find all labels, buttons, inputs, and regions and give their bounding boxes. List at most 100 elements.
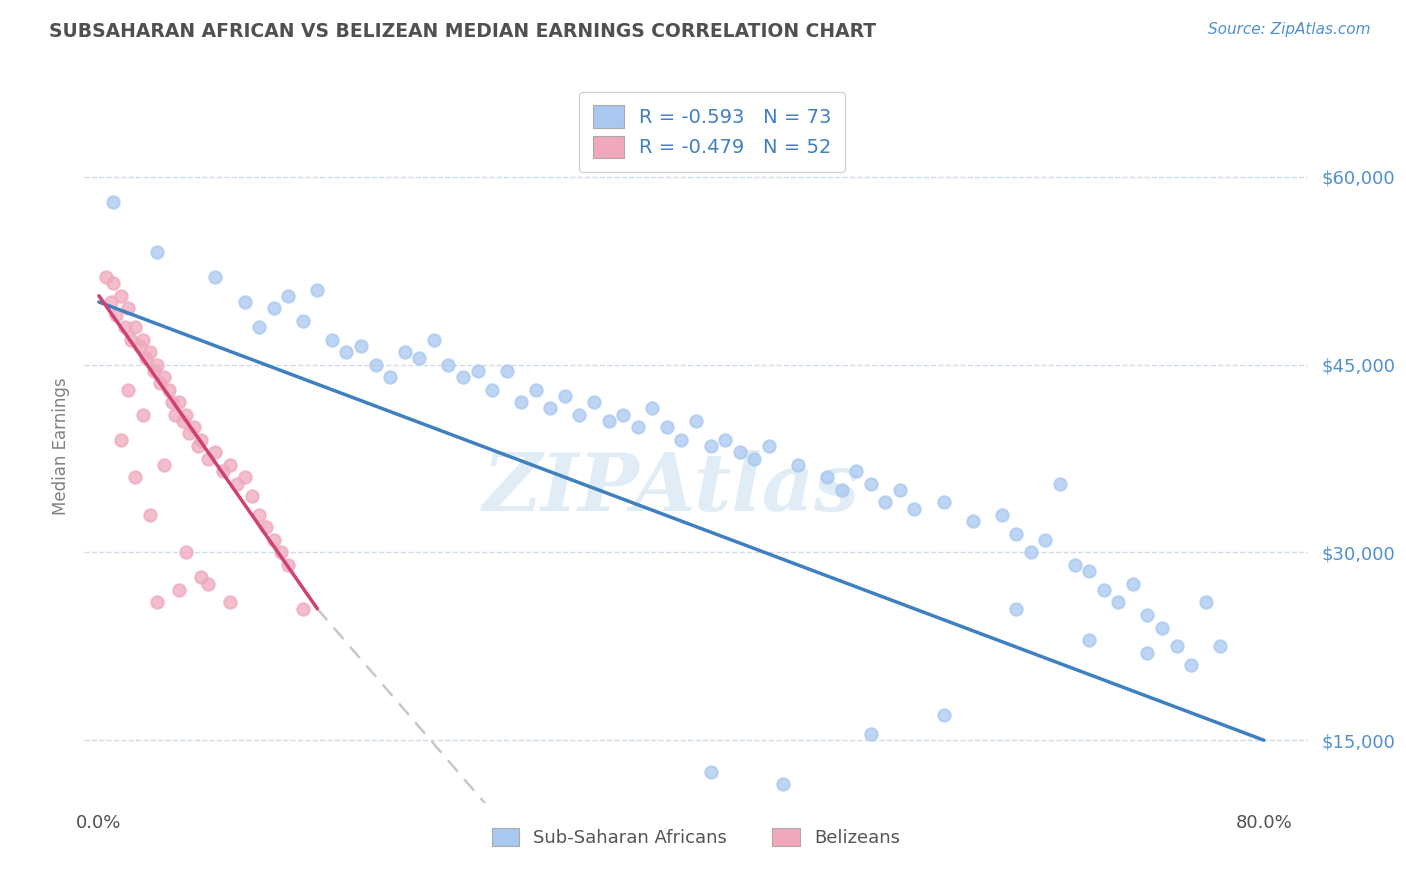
Point — [128, 339, 150, 353]
Point — [962, 514, 984, 528]
Point — [179, 426, 201, 441]
Point — [103, 194, 125, 209]
Point — [728, 445, 751, 459]
Point — [394, 345, 416, 359]
Point — [699, 764, 721, 779]
Point — [277, 558, 299, 572]
Point — [875, 495, 897, 509]
Point — [991, 508, 1014, 522]
Point — [889, 483, 911, 497]
Point — [163, 408, 186, 422]
Point — [380, 370, 402, 384]
Point — [146, 595, 169, 609]
Point — [233, 470, 256, 484]
Point — [270, 545, 292, 559]
Point — [1092, 582, 1115, 597]
Point — [554, 389, 576, 403]
Point — [568, 408, 591, 422]
Point — [859, 727, 882, 741]
Point — [787, 458, 810, 472]
Point — [263, 533, 285, 547]
Point — [772, 777, 794, 791]
Point — [139, 508, 162, 522]
Point — [627, 420, 650, 434]
Point — [1150, 621, 1173, 635]
Point — [114, 320, 136, 334]
Point — [110, 433, 132, 447]
Point — [1019, 545, 1042, 559]
Point — [538, 401, 561, 416]
Point — [211, 464, 233, 478]
Point — [335, 345, 357, 359]
Text: Source: ZipAtlas.com: Source: ZipAtlas.com — [1208, 22, 1371, 37]
Point — [96, 270, 118, 285]
Point — [190, 570, 212, 584]
Y-axis label: Median Earnings: Median Earnings — [52, 377, 70, 515]
Point — [291, 601, 314, 615]
Point — [226, 476, 249, 491]
Point — [204, 445, 226, 459]
Point — [277, 289, 299, 303]
Point — [641, 401, 664, 416]
Point — [219, 458, 242, 472]
Text: SUBSAHARAN AFRICAN VS BELIZEAN MEDIAN EARNINGS CORRELATION CHART: SUBSAHARAN AFRICAN VS BELIZEAN MEDIAN EA… — [49, 22, 876, 41]
Point — [612, 408, 634, 422]
Point — [167, 395, 190, 409]
Point — [1136, 607, 1159, 622]
Point — [139, 345, 162, 359]
Point — [1122, 576, 1144, 591]
Point — [247, 508, 270, 522]
Point — [240, 489, 263, 503]
Point — [105, 308, 128, 322]
Point — [758, 439, 780, 453]
Point — [135, 351, 157, 366]
Point — [120, 333, 142, 347]
Point — [714, 433, 737, 447]
Point — [174, 408, 197, 422]
Point — [153, 458, 176, 472]
Point — [167, 582, 190, 597]
Point — [1166, 640, 1188, 654]
Point — [187, 439, 209, 453]
Point — [247, 320, 270, 334]
Point — [219, 595, 242, 609]
Point — [100, 295, 122, 310]
Point — [437, 358, 460, 372]
Point — [149, 376, 172, 391]
Point — [190, 433, 212, 447]
Point — [263, 301, 285, 316]
Point — [1195, 595, 1218, 609]
Point — [510, 395, 533, 409]
Point — [103, 277, 125, 291]
Point — [153, 370, 176, 384]
Point — [131, 408, 153, 422]
Legend: Sub-Saharan Africans, Belizeans: Sub-Saharan Africans, Belizeans — [485, 821, 907, 855]
Point — [124, 470, 146, 484]
Point — [364, 358, 387, 372]
Point — [1049, 476, 1071, 491]
Point — [742, 451, 765, 466]
Point — [932, 708, 955, 723]
Point — [583, 395, 606, 409]
Point — [233, 295, 256, 310]
Point — [524, 383, 547, 397]
Point — [172, 414, 194, 428]
Point — [321, 333, 343, 347]
Point — [685, 414, 707, 428]
Point — [451, 370, 474, 384]
Point — [307, 283, 329, 297]
Point — [495, 364, 517, 378]
Point — [859, 476, 882, 491]
Point — [1136, 646, 1159, 660]
Point — [143, 364, 166, 378]
Point — [815, 470, 838, 484]
Point — [932, 495, 955, 509]
Point — [467, 364, 489, 378]
Point — [117, 383, 139, 397]
Point — [1063, 558, 1085, 572]
Point — [350, 339, 373, 353]
Point — [131, 333, 153, 347]
Point — [845, 464, 868, 478]
Point — [1180, 658, 1202, 673]
Point — [110, 289, 132, 303]
